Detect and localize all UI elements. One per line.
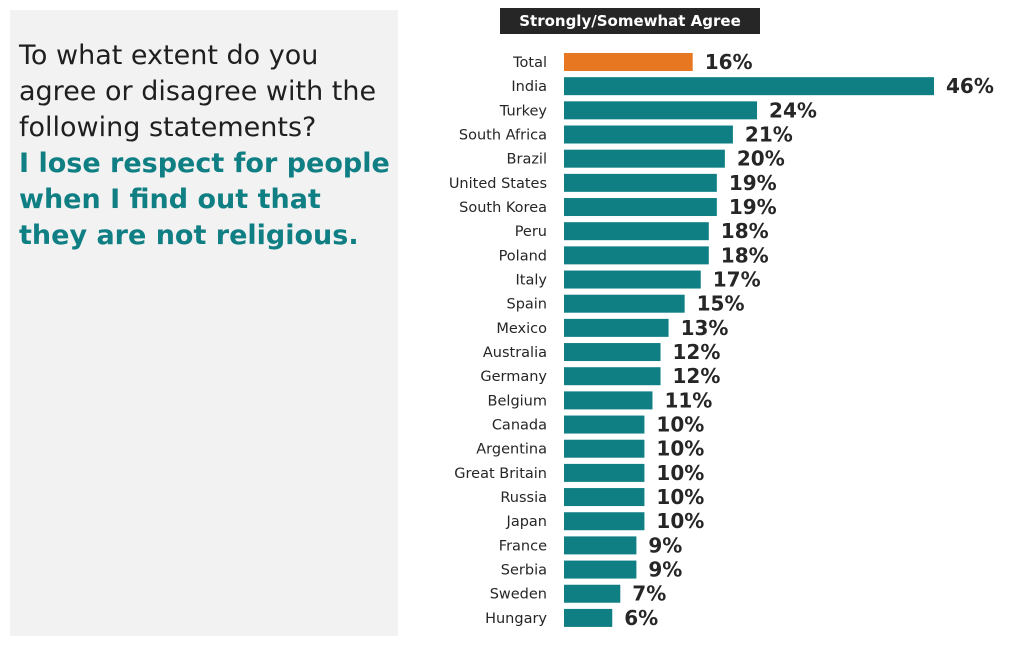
question-prompt: To what extent do you agree or disagree …	[19, 40, 377, 143]
category-label-italy: Italy	[516, 273, 548, 289]
category-label-argentina: Argentina	[476, 442, 547, 458]
value-label-great-britain: 10%	[656, 461, 704, 485]
category-label-turkey: Turkey	[499, 103, 548, 119]
category-label-germany: Germany	[480, 369, 547, 385]
value-label-canada: 10%	[656, 413, 704, 437]
value-label-russia: 10%	[656, 485, 704, 509]
category-label-sweden: Sweden	[490, 587, 547, 603]
category-label-belgium: Belgium	[488, 393, 547, 409]
category-label-canada: Canada	[492, 418, 547, 434]
bar-turkey	[564, 101, 758, 120]
chart-title: Strongly/Somewhat Agree	[500, 8, 760, 34]
value-label-japan: 10%	[656, 509, 704, 533]
category-label-poland: Poland	[499, 248, 547, 264]
value-label-argentina: 10%	[656, 437, 704, 461]
category-label-japan: Japan	[506, 514, 547, 530]
category-label-south-africa: South Africa	[459, 128, 547, 144]
bar-brazil	[564, 149, 725, 168]
category-label-russia: Russia	[500, 490, 547, 506]
bar-france	[564, 536, 637, 555]
bar-italy	[564, 270, 701, 289]
bar-south-korea	[564, 198, 717, 217]
bar-japan	[564, 512, 645, 531]
bar-india	[564, 77, 934, 96]
bar-spain	[564, 294, 685, 313]
question-statement: I lose respect for people when I find ou…	[19, 148, 390, 251]
value-label-brazil: 20%	[737, 147, 785, 171]
category-label-india: India	[511, 79, 547, 95]
question-text: To what extent do you agree or disagree …	[19, 38, 394, 254]
value-label-peru: 18%	[721, 219, 769, 243]
value-label-sweden: 7%	[632, 582, 666, 606]
bar-canada	[564, 415, 645, 434]
value-label-france: 9%	[648, 533, 682, 557]
bar-hungary	[564, 608, 613, 627]
bar-total	[564, 53, 693, 71]
bar-united-states	[564, 173, 717, 192]
value-label-south-korea: 19%	[729, 195, 777, 219]
category-label-australia: Australia	[483, 345, 547, 361]
bar-great-britain	[564, 463, 645, 482]
bar-sweden	[564, 584, 621, 603]
value-label-united-states: 19%	[729, 171, 777, 195]
value-label-south-africa: 21%	[745, 123, 793, 147]
category-label-brazil: Brazil	[507, 152, 547, 168]
category-label-united-states: United States	[449, 176, 547, 192]
value-label-poland: 18%	[721, 243, 769, 267]
bar-argentina	[564, 439, 645, 458]
value-label-turkey: 24%	[769, 98, 817, 122]
value-label-hungary: 6%	[624, 606, 658, 630]
bar-russia	[564, 488, 645, 507]
value-label-serbia: 9%	[648, 558, 682, 582]
category-label-spain: Spain	[506, 297, 547, 313]
value-label-italy: 17%	[713, 268, 761, 292]
category-label-total: Total	[512, 55, 547, 71]
category-label-serbia: Serbia	[501, 563, 547, 579]
value-label-belgium: 11%	[664, 388, 712, 412]
category-label-south-korea: South Korea	[459, 200, 547, 216]
value-label-india: 46%	[946, 74, 994, 98]
bar-serbia	[564, 560, 637, 579]
bar-peru	[564, 222, 709, 241]
value-label-spain: 15%	[697, 292, 745, 316]
bar-australia	[564, 343, 661, 362]
category-label-mexico: Mexico	[496, 321, 547, 337]
value-label-total: 16%	[705, 50, 753, 74]
bar-germany	[564, 367, 661, 386]
category-label-hungary: Hungary	[485, 611, 547, 627]
bar-belgium	[564, 391, 653, 410]
bar-poland	[564, 246, 709, 265]
category-label-france: France	[499, 538, 547, 554]
category-label-peru: Peru	[515, 224, 547, 240]
question-panel: To what extent do you agree or disagree …	[10, 10, 398, 636]
value-label-germany: 12%	[673, 364, 721, 388]
value-label-australia: 12%	[673, 340, 721, 364]
category-label-great-britain: Great Britain	[454, 466, 547, 482]
bar-mexico	[564, 318, 669, 337]
value-label-mexico: 13%	[681, 316, 729, 340]
bar-south-africa	[564, 125, 733, 144]
